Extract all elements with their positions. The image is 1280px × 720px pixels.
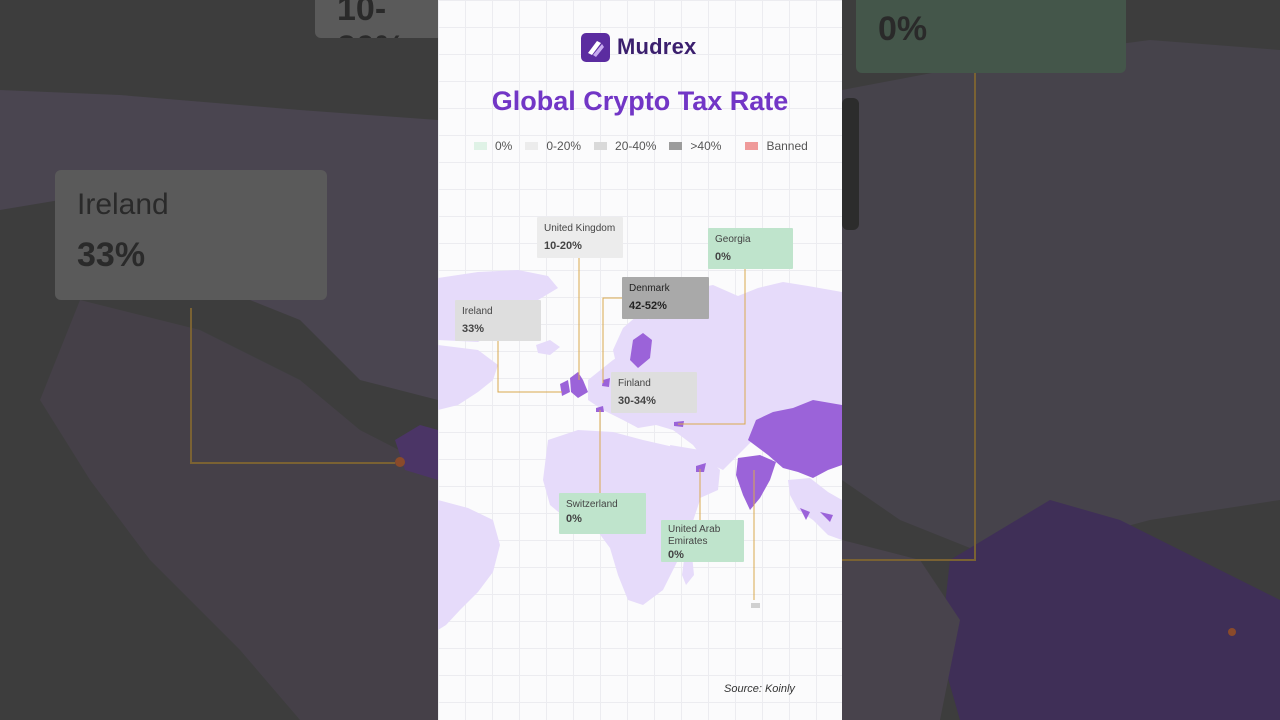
legend-item-4: Banned: [745, 139, 808, 153]
legend-item-0: 0%: [474, 139, 512, 153]
mudrex-logo-icon: [581, 32, 610, 62]
background-denmark-label: [842, 98, 859, 230]
madagascar-landmass: [682, 555, 694, 585]
ireland-leader-line: [497, 341, 562, 393]
switzerland-name: Switzerland: [566, 499, 618, 510]
finland-name: Finland: [618, 378, 651, 389]
background-ireland-label: Ireland 33%: [55, 170, 327, 300]
iceland-landmass: [536, 340, 560, 355]
ireland-highlight: [560, 380, 570, 396]
finland-label: Finland 30-34%: [611, 372, 697, 413]
finland-highlight: [630, 333, 652, 368]
scandinavia-landmass: [613, 315, 650, 372]
ireland-rate: 33%: [462, 323, 485, 335]
uae-highlight: [696, 463, 706, 472]
uae-label: United Arab Emirates 0%: [661, 520, 744, 562]
legend: 0% 0-20% 20-40% >40% Banned: [474, 139, 821, 153]
ireland-name: Ireland: [462, 306, 493, 317]
legend-label-0: 0%: [495, 139, 513, 153]
legend-swatch-1: [525, 142, 539, 150]
denmark-name: Denmark: [629, 283, 670, 294]
switzerland-rate: 0%: [566, 513, 582, 525]
ireland-label: Ireland 33%: [455, 300, 541, 341]
map-marker: [751, 603, 760, 608]
legend-item-3: >40%: [669, 139, 721, 153]
uk-name: United Kingdom: [544, 223, 616, 234]
infographic-card: Mudrex Global Crypto Tax Rate 0% 0-20% 2…: [438, 0, 842, 720]
leader-lines: [497, 258, 755, 600]
southeast-asia-highlight: [800, 508, 833, 522]
finland-rate: 30-34%: [618, 395, 656, 407]
legend-swatch-2: [594, 142, 608, 150]
uk-highlight: [570, 372, 588, 398]
uae-name: United Arab Emirates: [668, 524, 721, 547]
arabia-landmass: [670, 445, 720, 498]
legend-label-1: 0-20%: [546, 139, 582, 153]
north-america-landmass: [438, 345, 498, 410]
georgia-leader-line: [678, 269, 746, 425]
background-ireland-name: Ireland: [77, 188, 169, 221]
background-georgia-rate: 0%: [878, 10, 928, 48]
background-ireland-rate: 33%: [77, 236, 146, 274]
switzerland-label: Switzerland 0%: [559, 493, 646, 534]
legend-label-2: 20-40%: [615, 139, 657, 153]
brand-name: Mudrex: [617, 34, 697, 59]
legend-item-2: 20-40%: [594, 139, 656, 153]
legend-label-3: >40%: [690, 139, 722, 153]
china-highlight: [748, 400, 842, 478]
background-georgia-label: 0%: [856, 0, 1126, 73]
southeast-asia-landmass: [788, 478, 842, 540]
denmark-label: Denmark 42-52%: [622, 277, 709, 319]
brand-logo: Mudrex: [581, 32, 696, 62]
georgia-label: Georgia 0%: [708, 228, 793, 269]
switzerland-highlight: [596, 406, 604, 412]
legend-swatch-4: [745, 142, 759, 150]
page-title: Global Crypto Tax Rate: [491, 86, 789, 116]
legend-label-4: Banned: [766, 139, 808, 153]
legend-item-1: 0-20%: [525, 139, 581, 153]
denmark-leader-line: [602, 297, 622, 383]
uae-rate: 0%: [668, 549, 684, 561]
denmark-rate: 42-52%: [629, 300, 667, 312]
india-highlight: [736, 455, 776, 510]
legend-swatch-3: [669, 142, 683, 150]
background-uk-rate: 10-20%: [337, 0, 405, 38]
legend-swatch-0: [474, 142, 487, 150]
background-uk-label: 10-20%: [315, 0, 443, 38]
uk-rate: 10-20%: [544, 240, 582, 252]
georgia-rate: 0%: [715, 251, 731, 263]
uk-label: United Kingdom 10-20%: [537, 217, 623, 258]
source-note: Source: Koinly: [724, 683, 795, 695]
denmark-highlight: [602, 378, 610, 387]
south-america-landmass: [438, 500, 500, 630]
georgia-name: Georgia: [715, 234, 751, 245]
